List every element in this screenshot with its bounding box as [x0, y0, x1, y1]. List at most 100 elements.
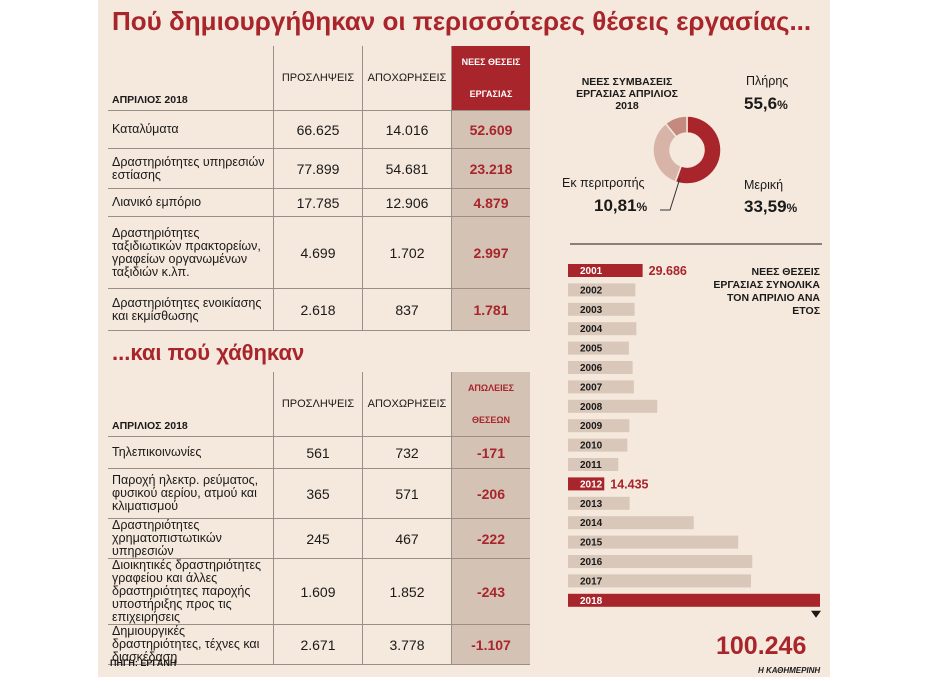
bar-2001	[568, 264, 643, 277]
row-departures: 571	[362, 468, 452, 519]
bar-year-label: 2005	[580, 344, 603, 355]
section-subtitle: ...και πού χάθηκαν	[112, 340, 305, 365]
bar-2011	[568, 458, 619, 471]
row-net: 23.218	[451, 148, 530, 189]
row-label: Δημιουργικές δραστηριότητες, τέχνες και …	[108, 624, 274, 665]
donut-chart	[652, 115, 722, 185]
table-row: Λιανικό εμπόριο 17.785 12.906 4.879	[108, 188, 530, 217]
bar-year-label: 2013	[580, 499, 603, 510]
bar-year-label: 2011	[580, 460, 602, 471]
row-departures: 1.702	[362, 216, 452, 289]
bar-2002	[568, 283, 636, 297]
bar-2017	[568, 574, 752, 588]
table-header-net-2: ΘΕΣΕΩΝ	[451, 404, 530, 437]
bar-year-label: 2004	[580, 324, 603, 335]
donut-title: ΝΕΕΣ ΣΥΜΒΑΣΕΙΣ ΕΡΓΑΣΙΑΣ ΑΠΡΙΛΙΟΣ 2018	[576, 76, 678, 112]
row-hires: 17.785	[273, 188, 363, 217]
bar-2005	[568, 341, 629, 355]
donut-label-full: Πλήρης	[746, 74, 789, 88]
row-hires: 77.899	[273, 148, 363, 189]
bar-year-label: 2002	[580, 285, 603, 296]
row-net: -206	[451, 468, 530, 519]
bar-2016	[568, 555, 753, 568]
row-label: Παροχή ηλεκτρ. ρεύματος, φυσικού αερίου,…	[108, 468, 274, 519]
row-departures: 54.681	[362, 148, 452, 189]
row-label: Δραστηριότητες ταξιδιωτικών πρακτορείων,…	[108, 216, 274, 289]
table-header-departures: ΑΠΟΧΩΡΗΣΕΙΣ	[362, 46, 452, 111]
donut-value-full: 55,6%	[744, 94, 788, 113]
row-net: -1.107	[451, 624, 530, 665]
bar-year-label: 2016	[580, 557, 603, 568]
table-jobs-created: ΑΠΡΙΛΙΟΣ 2018 ΠΡΟΣΛΗΨΕΙΣ ΑΠΟΧΩΡΗΣΕΙΣ ΝΕΕ…	[108, 46, 530, 331]
bar-2010	[568, 438, 628, 452]
table-header-net-1: ΝΕΕΣ ΘΕΣΕΙΣ	[451, 46, 530, 78]
donut-leader-line	[660, 177, 681, 211]
row-net: -222	[451, 518, 530, 559]
row-hires: 2.671	[273, 624, 363, 665]
page-title: Πού δημιουργήθηκαν οι περισσότερες θέσει…	[112, 6, 812, 36]
bar-2009	[568, 419, 630, 433]
row-label: Καταλύματα	[108, 110, 274, 149]
bar-pointer-icon	[811, 610, 821, 618]
row-hires: 1.609	[273, 558, 363, 625]
table-header-departures: ΑΠΟΧΩΡΗΣΕΙΣ	[362, 372, 452, 437]
bar-year-label: 2010	[580, 441, 603, 452]
bar-chart: 2001 29.686 2002 2003 2004 2005 2006 2007 2008 20…	[568, 264, 821, 618]
row-net: 2.997	[451, 216, 530, 289]
bar-value-label: 29.686	[649, 264, 687, 278]
table-row: Παροχή ηλεκτρ. ρεύματος, φυσικού αερίου,…	[108, 468, 530, 519]
bar-2014	[568, 516, 694, 530]
table-row: Καταλύματα 66.625 14.016 52.609	[108, 110, 530, 149]
row-label: Διοικητικές δραστηριότητες γραφείου και …	[108, 558, 274, 625]
bar-2012	[568, 477, 605, 491]
bar-year-label: 2018	[580, 596, 603, 607]
row-net: 52.609	[451, 110, 530, 149]
table-row: Δραστηριότητες χρηματοπιστωτικών υπηρεσι…	[108, 518, 530, 559]
donut-slice-2	[664, 115, 688, 138]
section-divider	[570, 243, 822, 245]
bar-total-label: 100.246	[716, 632, 807, 660]
bar-year-label: 2012	[580, 479, 603, 490]
bar-2018	[568, 593, 820, 607]
table-row: Δημιουργικές δραστηριότητες, τέχνες και …	[108, 624, 530, 665]
donut-label-partial: Μερική	[744, 178, 784, 192]
table-header-hires: ΠΡΟΣΛΗΨΕΙΣ	[273, 46, 363, 111]
row-departures: 14.016	[362, 110, 452, 149]
bar-year-label: 2003	[580, 305, 603, 316]
row-net: 1.781	[451, 288, 530, 331]
donut-label-rotating: Εκ περιτροπής	[562, 176, 645, 190]
bar-2015	[568, 535, 739, 549]
bar-year-label: 2006	[580, 363, 603, 374]
bar-year-label: 2017	[580, 576, 603, 587]
bar-2007	[568, 380, 634, 394]
bar-year-label: 2007	[580, 382, 603, 393]
row-departures: 467	[362, 518, 452, 559]
bar-2008	[568, 399, 658, 413]
bar-2003	[568, 302, 635, 316]
row-label: Δραστηριότητες ενοικίασης και εκμίσθωσης	[108, 288, 274, 331]
table-row: Δραστηριότητες ενοικίασης και εκμίσθωσης…	[108, 288, 530, 331]
donut-value-partial: 33,59%	[744, 197, 798, 216]
row-label: Δραστηριότητες υπηρεσιών εστίασης	[108, 148, 274, 189]
row-departures: 3.778	[362, 624, 452, 665]
row-hires: 561	[273, 436, 363, 469]
row-net: 4.879	[451, 188, 530, 217]
row-net: -171	[451, 436, 530, 469]
bar-year-label: 2015	[580, 538, 603, 549]
row-hires: 365	[273, 468, 363, 519]
table-row: Δραστηριότητες ταξιδιωτικών πρακτορείων,…	[108, 216, 530, 289]
row-label: Τηλεπικοινωνίες	[108, 436, 274, 469]
table-jobs-lost: ΑΠΡΙΛΙΟΣ 2018 ΠΡΟΣΛΗΨΕΙΣ ΑΠΟΧΩΡΗΣΕΙΣ ΑΠΩ…	[108, 372, 530, 665]
bar-2004	[568, 322, 637, 336]
bar-year-label: 2001	[580, 266, 603, 277]
row-label: Δραστηριότητες χρηματοπιστωτικών υπηρεσι…	[108, 518, 274, 559]
row-hires: 2.618	[273, 288, 363, 331]
row-label: Λιανικό εμπόριο	[108, 188, 274, 217]
table-row: Τηλεπικοινωνίες 561 732 -171	[108, 436, 530, 469]
table-row: Δραστηριότητες υπηρεσιών εστίασης 77.899 5…	[108, 148, 530, 189]
row-departures: 12.906	[362, 188, 452, 217]
bar-value-label: 14.435	[610, 477, 648, 491]
row-hires: 66.625	[273, 110, 363, 149]
table-header-net-2: ΕΡΓΑΣΙΑΣ	[451, 78, 530, 111]
donut-value-rotating: 10,81%	[594, 196, 648, 215]
